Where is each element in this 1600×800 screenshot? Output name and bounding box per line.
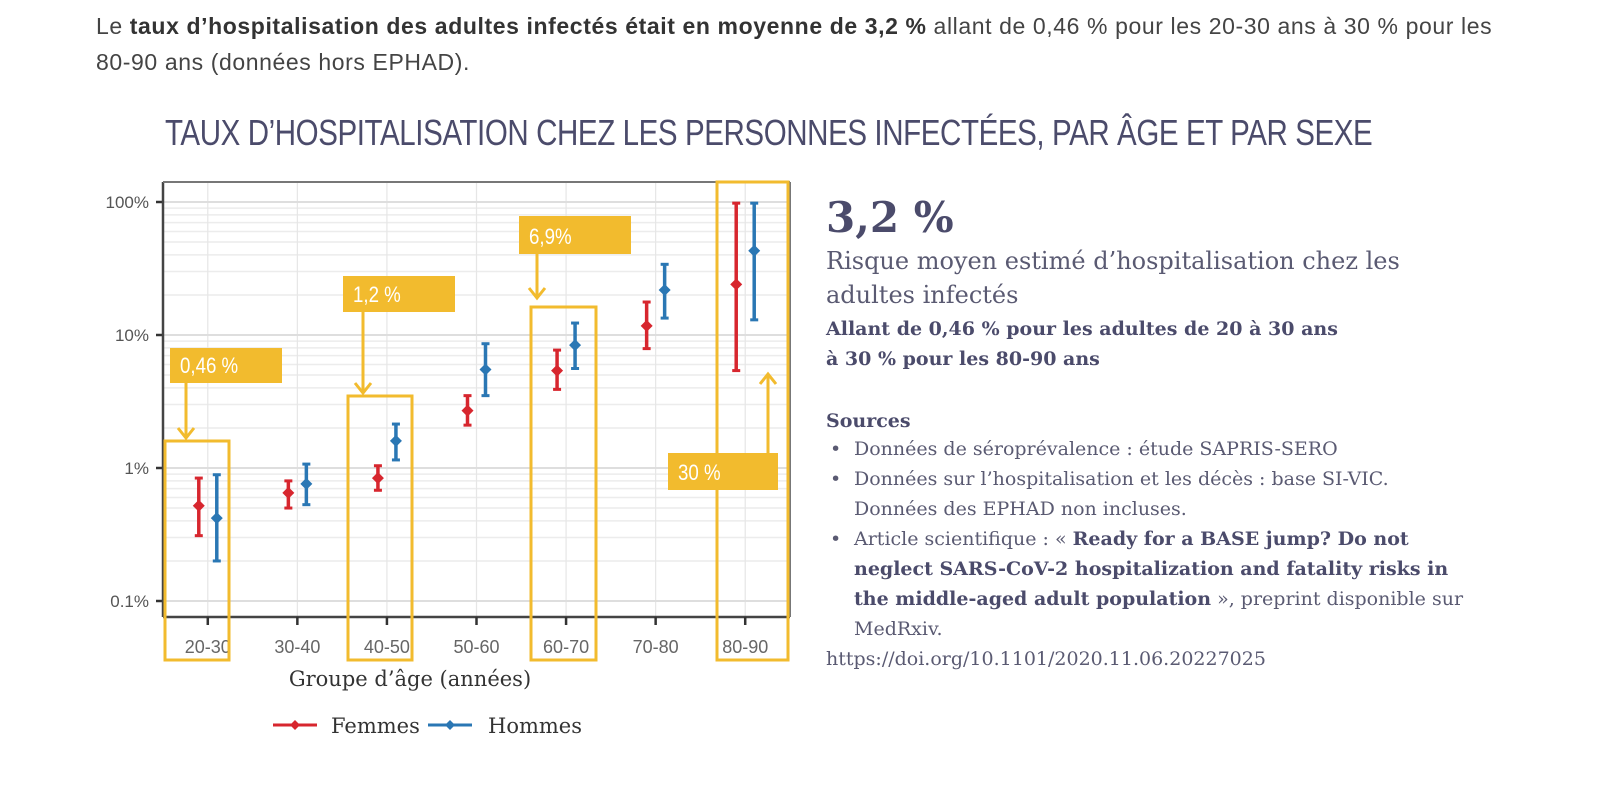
intro-prefix: Le [96, 13, 130, 39]
x-tick-label: 30-40 [274, 637, 320, 657]
source-item: Données sur l’hospitalisation et les déc… [826, 464, 1466, 524]
arrow-icon [353, 382, 373, 396]
data-point-femmes [730, 201, 743, 373]
data-point-femmes [282, 479, 295, 510]
sources-list: Données de séroprévalence : étude SAPRIS… [826, 434, 1466, 644]
legend-label: Hommes [488, 714, 582, 738]
arrow-icon [758, 371, 778, 385]
annotation-label: 6,9% [529, 226, 572, 250]
point-marker [479, 363, 492, 376]
point-marker [389, 434, 402, 447]
point-marker [210, 512, 223, 525]
data-point-hommes [479, 342, 492, 398]
y-tick-label: 1% [124, 459, 149, 478]
point-marker [730, 278, 743, 291]
legend-marker [445, 720, 455, 730]
data-point-hommes [748, 201, 761, 322]
highlight-box [346, 394, 414, 662]
source-item: Article scientifique : « Ready for a BAS… [826, 524, 1466, 644]
x-tick-label: 40-50 [364, 637, 410, 657]
doi-link[interactable]: https://doi.org/10.1101/2020.11.06.20227… [826, 648, 1266, 670]
x-tick-label: 80-90 [722, 637, 768, 657]
source-item: Données de séroprévalence : étude SAPRIS… [826, 434, 1466, 464]
y-tick-label: 100% [106, 193, 149, 212]
x-axis-label: Groupe d’âge (années) [289, 667, 531, 691]
data-point-femmes [461, 394, 474, 427]
article-title: Ready for a BASE jump? Do not neglect SA… [854, 528, 1449, 610]
highlight-box [715, 180, 790, 662]
annotation-label-bg [170, 348, 282, 383]
data-point-femmes [192, 476, 205, 538]
source-text: Données sur l’hospitalisation et les déc… [854, 468, 1389, 520]
point-marker [640, 319, 653, 332]
average-rate: 3,2 % [826, 193, 954, 242]
source-prefix: Article scientifique : « [854, 528, 1073, 550]
point-marker [748, 244, 761, 257]
data-point-femmes [371, 464, 384, 492]
data-point-hommes [300, 462, 313, 507]
intro-bold: taux d’hospitalisation des adultes infec… [129, 13, 927, 39]
point-marker [569, 339, 582, 352]
source-suffix: », preprint disponible sur MedRxiv. [854, 588, 1464, 640]
highlight-box [163, 439, 231, 662]
point-marker [461, 404, 474, 417]
annotation-label-bg [519, 216, 631, 254]
chart-title: TAUX D’HOSPITALISATION CHEZ LES PERSONNE… [165, 112, 1373, 153]
annotation-label: 0,46 % [180, 355, 238, 379]
x-tick-label: 20-30 [185, 637, 231, 657]
legend: Femmes Hommes [273, 714, 582, 738]
legend-label: Femmes [331, 714, 420, 738]
arrow-icon [527, 287, 547, 301]
y-tick-label: 0.1% [110, 592, 149, 611]
point-marker [282, 486, 295, 499]
y-tick-label: 10% [115, 326, 149, 345]
source-text: Données de séroprévalence : étude SAPRIS… [854, 438, 1338, 460]
point-marker [551, 364, 564, 377]
data-point-hommes [658, 262, 671, 320]
x-tick-label: 70-80 [633, 637, 679, 657]
data-point-femmes [551, 348, 564, 391]
data-point-femmes [640, 300, 653, 351]
data-point-hommes [569, 321, 582, 370]
data-point-hommes [210, 473, 223, 563]
range-line-2: à 30 % pour les 80-90 ans [826, 348, 1100, 370]
x-tick-label: 60-70 [543, 637, 589, 657]
sources-title: Sources [826, 410, 911, 432]
arrow-icon [176, 427, 196, 441]
intro-paragraph: Le taux d’hospitalisation des adultes in… [96, 8, 1516, 80]
intro-suffix: allant de 0,46 % pour les 20-30 ans à 30… [96, 13, 1493, 75]
annotation-label-bg [343, 276, 455, 312]
chart: 0.1% 1% 10% 100% 20-30 30-40 40-50 50-60 60-70 70… [106, 180, 791, 738]
data-point-hommes [389, 422, 402, 462]
point-marker [371, 472, 384, 485]
highlight-box [529, 305, 598, 662]
legend-marker [290, 720, 300, 730]
annotation-label: 30 % [678, 462, 721, 486]
average-description: Risque moyen estimé d’hospitalisation ch… [826, 247, 1400, 309]
point-marker [658, 283, 671, 296]
annotation-label: 1,2 % [353, 284, 401, 308]
summary-panel: 3,2 % Risque moyen estimé d’hospitalisat… [826, 192, 1466, 674]
annotation-label-bg [668, 453, 778, 490]
point-marker [300, 477, 313, 490]
range-line-1: Allant de 0,46 % pour les adultes de 20 … [826, 318, 1338, 340]
point-marker [192, 499, 205, 512]
x-tick-label: 50-60 [453, 637, 499, 657]
